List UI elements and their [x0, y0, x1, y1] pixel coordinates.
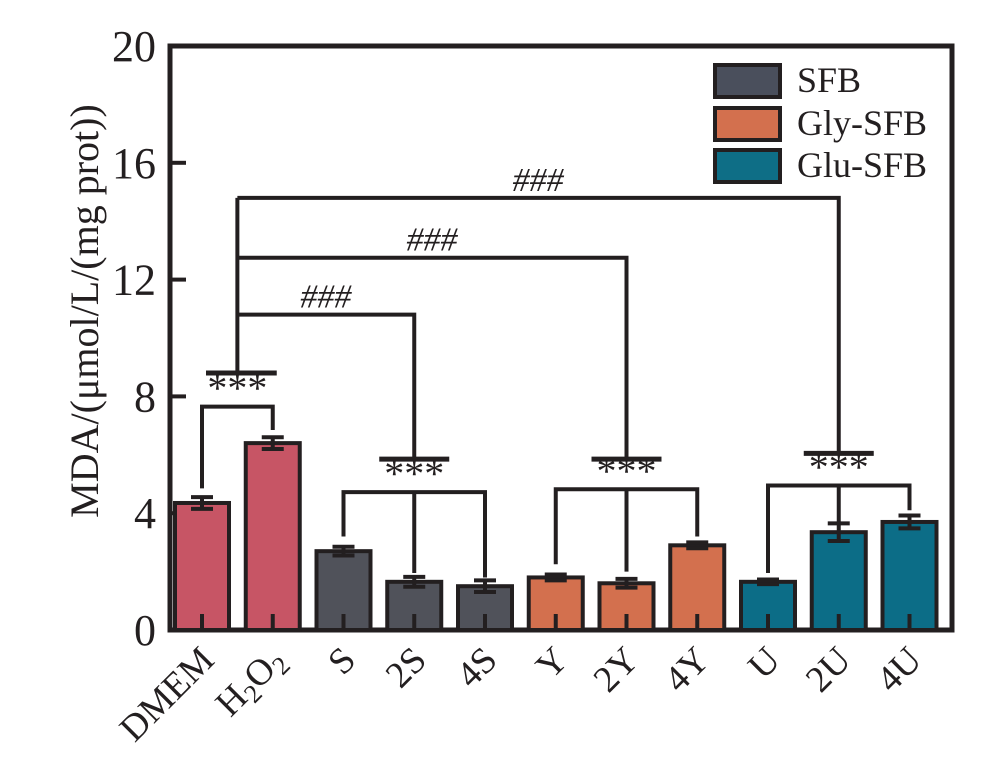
error-bar-S: [332, 544, 355, 558]
bar-DMEM: [173, 500, 231, 633]
bar-4U: [880, 519, 939, 633]
y-tick-label-16: 16: [112, 139, 156, 188]
legend-label-sfb: SFB: [797, 60, 861, 100]
x-tick-label-Y: Y: [528, 639, 576, 687]
x-tick-label-2U: 2U: [798, 639, 859, 700]
y-tick-label-4: 4: [134, 489, 156, 538]
legend-swatch-glu-sfb: [713, 148, 782, 184]
hash-connector-0: [237, 312, 417, 460]
y-tick-label-12: 12: [112, 256, 156, 305]
error-bar-U: [757, 577, 779, 587]
error-bar-4S: [474, 578, 496, 595]
legend-label-glu-sfb: Glu-SFB: [797, 145, 927, 185]
error-bar-2S: [403, 574, 426, 589]
hash-label-1: ###: [406, 222, 458, 259]
bar-H2O2: [243, 441, 302, 632]
x-tick-label-U: U: [740, 639, 788, 687]
y-tick-label-20: 20: [112, 22, 156, 71]
error-bar-DMEM: [191, 495, 213, 511]
x-tick-label-DMEM: DMEM: [112, 639, 222, 749]
y-axis-title: MDA/(μmol/L/(mg prot)): [62, 104, 107, 518]
hash-label-2: ###: [513, 162, 565, 199]
hash-label-0: ###: [300, 279, 352, 316]
hash-connector-1: [237, 255, 629, 460]
legend-swatch-sfb: [713, 63, 782, 99]
bar-2U: [809, 530, 868, 632]
legend-label-gly-sfb: Gly-SFB: [797, 103, 927, 143]
hash-connector-2: [237, 195, 841, 454]
legend: SFB Gly-SFB Glu-SFB: [713, 60, 927, 185]
y-tick-label-0: 0: [134, 606, 156, 655]
x-tick-label-4Y: 4Y: [657, 639, 718, 700]
bar-S: [314, 549, 373, 632]
x-tick-label-S: S: [320, 639, 364, 683]
error-bar-Y: [544, 572, 567, 583]
x-tick-label-2Y: 2Y: [586, 639, 647, 700]
error-bar-2Y: [615, 576, 638, 590]
x-tick-label-2S: 2S: [378, 639, 435, 696]
x-tick-label-4S: 4S: [449, 639, 506, 696]
x-tick-label-4U: 4U: [869, 639, 930, 700]
y-tick-label-8: 8: [134, 372, 156, 421]
legend-swatch-gly-sfb: [713, 106, 782, 142]
sig-bracket-pair: [200, 404, 275, 489]
error-bar-4U: [898, 513, 921, 531]
x-tick-label-H2O2: H2O2: [208, 639, 296, 727]
error-bar-H2O2: [261, 435, 284, 451]
error-bar-4Y: [686, 540, 709, 551]
